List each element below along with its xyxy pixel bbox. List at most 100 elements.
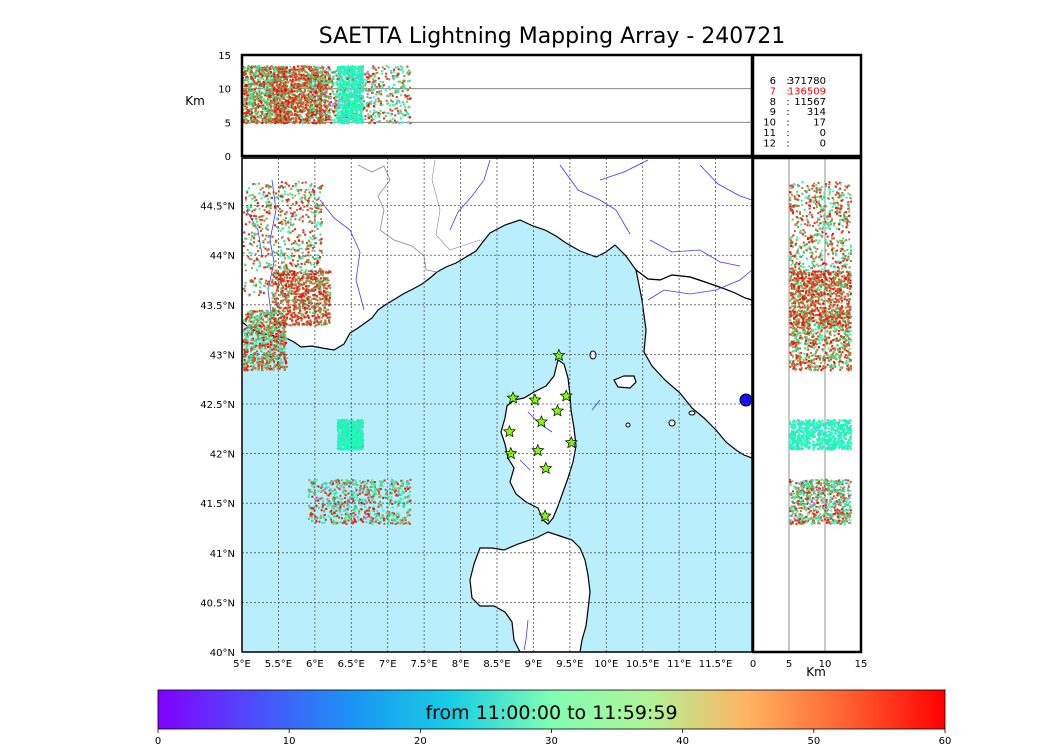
map-source	[248, 187, 251, 190]
top-source	[245, 101, 248, 104]
map-source	[261, 361, 264, 364]
map-source	[298, 255, 301, 258]
map-source	[315, 519, 318, 522]
map-source	[319, 285, 322, 288]
map-source	[287, 198, 290, 201]
map-source	[276, 340, 279, 343]
map-source	[278, 317, 281, 320]
top-source	[304, 117, 307, 120]
top-source	[278, 80, 281, 83]
map-source	[317, 205, 320, 208]
map-source	[322, 278, 325, 281]
top-source	[249, 96, 252, 99]
map-source	[345, 418, 348, 421]
map-source	[287, 292, 290, 295]
map-source	[318, 267, 321, 270]
top-source	[260, 98, 263, 101]
map-source	[377, 515, 380, 518]
map-source	[325, 278, 328, 281]
map-source	[342, 422, 345, 425]
map-source	[388, 514, 391, 517]
top-source	[255, 71, 258, 74]
top-source	[267, 108, 270, 111]
map-source	[279, 267, 282, 270]
map-source	[345, 519, 348, 522]
map-source	[400, 485, 403, 488]
map-source	[284, 181, 287, 184]
map-source	[256, 202, 259, 205]
map-source	[278, 326, 281, 329]
map-source	[394, 519, 397, 522]
top-source	[248, 86, 251, 89]
map-source	[291, 252, 294, 255]
map-source	[343, 521, 346, 524]
map-source	[311, 490, 314, 493]
top-source	[260, 67, 263, 70]
map-source	[278, 336, 281, 339]
top-source	[245, 88, 248, 91]
top-source	[249, 97, 252, 100]
map-source	[339, 447, 342, 450]
map-source	[361, 491, 364, 494]
map-source	[335, 480, 338, 483]
map-source	[291, 323, 294, 326]
map-source	[278, 367, 281, 370]
top-source	[256, 78, 259, 81]
top-source	[258, 85, 261, 88]
map-source	[268, 209, 271, 212]
map-source	[263, 344, 266, 347]
map-source	[381, 516, 384, 519]
top-source	[246, 75, 249, 78]
map-source	[352, 500, 355, 503]
map-source	[343, 509, 346, 512]
map-source	[332, 520, 335, 523]
map-source	[273, 344, 276, 347]
map-source	[252, 281, 255, 284]
map-source	[287, 300, 290, 303]
map-source	[246, 341, 249, 344]
italy-coast	[635, 268, 752, 459]
map-source	[398, 499, 401, 502]
map-source	[340, 440, 343, 443]
map-source	[280, 220, 283, 223]
top-source	[270, 78, 273, 81]
map-source	[273, 356, 276, 359]
map-source	[276, 342, 279, 345]
top-source	[252, 82, 255, 85]
map-source	[282, 324, 285, 327]
map-source	[361, 426, 364, 429]
top-source	[294, 73, 297, 76]
top-source	[246, 84, 249, 87]
map-source	[298, 247, 301, 250]
map-source	[377, 491, 380, 494]
top-source	[287, 108, 290, 111]
map-source	[290, 187, 293, 190]
top-source	[279, 119, 282, 122]
top-source	[301, 121, 304, 124]
map-source	[294, 218, 297, 221]
map-source	[380, 504, 383, 507]
map-source	[284, 257, 287, 260]
map-source	[368, 493, 371, 496]
map-source	[319, 288, 322, 291]
map-source	[302, 229, 305, 232]
map-source	[364, 511, 367, 514]
map-source	[281, 343, 284, 346]
map-source	[340, 430, 343, 433]
map-source	[284, 213, 287, 216]
map-source	[316, 302, 319, 305]
map-source	[280, 366, 283, 369]
map-source	[335, 482, 338, 485]
map-source	[279, 252, 282, 255]
map-source	[343, 437, 346, 440]
map-source	[316, 227, 319, 230]
map-source	[242, 355, 245, 358]
map-source	[242, 339, 245, 342]
map-source	[252, 348, 255, 351]
map-source	[244, 263, 247, 266]
top-source	[260, 82, 263, 85]
sardinia-island	[469, 531, 591, 652]
map-source	[377, 505, 380, 508]
map-source	[379, 517, 382, 520]
map-source	[276, 225, 279, 228]
